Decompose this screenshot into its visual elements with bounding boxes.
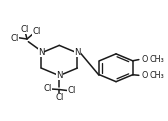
Text: O: O	[142, 71, 148, 80]
Text: Cl: Cl	[32, 27, 40, 36]
Text: N: N	[56, 71, 62, 80]
Text: N: N	[38, 48, 45, 57]
Text: O: O	[142, 55, 148, 64]
Text: CH₃: CH₃	[149, 71, 164, 80]
Text: Cl: Cl	[20, 25, 29, 34]
Text: Cl: Cl	[67, 86, 75, 95]
Text: Cl: Cl	[44, 84, 52, 93]
Text: N: N	[74, 48, 81, 57]
Text: Cl: Cl	[11, 34, 19, 43]
Text: CH₃: CH₃	[149, 55, 164, 64]
Text: Cl: Cl	[55, 93, 64, 102]
